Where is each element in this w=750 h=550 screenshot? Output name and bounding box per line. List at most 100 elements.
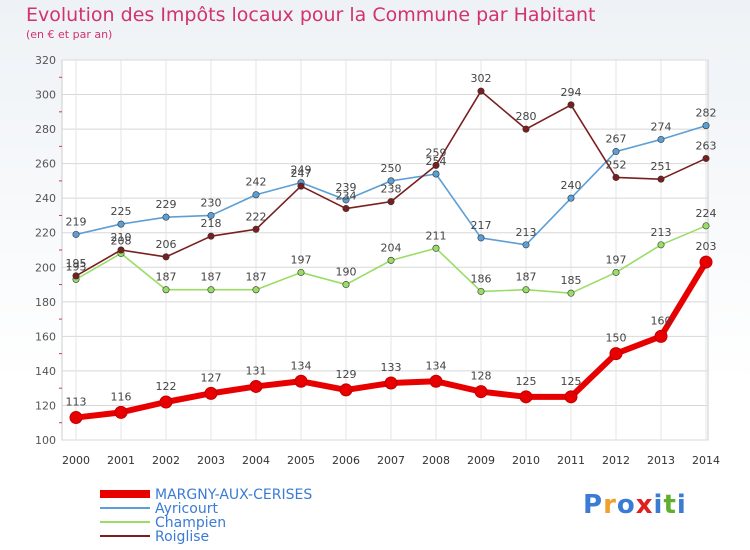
data-point (654, 329, 668, 343)
data-label: 219 (66, 215, 87, 228)
data-point (657, 175, 665, 183)
legend-label: MARGNY-AUX-CERISES (155, 487, 312, 503)
data-point (342, 205, 350, 213)
data-label: 274 (651, 120, 672, 133)
data-label: 252 (606, 158, 627, 171)
data-label: 190 (336, 266, 357, 279)
chart-title: Evolution des Impôts locaux pour la Comm… (26, 4, 596, 26)
data-point (429, 374, 443, 388)
data-label: 197 (606, 253, 627, 266)
y-tick-label: 100 (35, 434, 56, 447)
x-tick-label: 2001 (107, 454, 135, 467)
data-label: 282 (696, 107, 717, 120)
data-label: 302 (471, 72, 492, 85)
x-tick-label: 2012 (602, 454, 630, 467)
data-label: 254 (426, 155, 447, 168)
data-point (387, 256, 395, 264)
x-tick-label: 2007 (377, 454, 405, 467)
data-label: 125 (561, 375, 582, 388)
data-point (252, 286, 260, 294)
data-label: 229 (156, 198, 177, 211)
data-label: 217 (471, 219, 492, 232)
data-point (657, 241, 665, 249)
data-label: 218 (201, 217, 222, 230)
x-tick-label: 2008 (422, 454, 450, 467)
x-tick-label: 2013 (647, 454, 675, 467)
data-label: 113 (66, 396, 87, 409)
data-label: 267 (606, 133, 627, 146)
data-label: 225 (111, 205, 132, 218)
data-point (474, 385, 488, 399)
data-label: 125 (516, 375, 537, 388)
data-label: 238 (381, 183, 402, 196)
data-point (72, 272, 80, 280)
x-tick-label: 2010 (512, 454, 540, 467)
y-tick-label: 260 (35, 158, 56, 171)
data-point (342, 196, 350, 204)
legend-label: Roiglise (155, 529, 209, 545)
data-label: 128 (471, 370, 492, 383)
brand-letter: t (663, 490, 677, 520)
data-point (609, 347, 623, 361)
data-point (72, 230, 80, 238)
data-point (342, 281, 350, 289)
data-point (297, 268, 305, 276)
data-label: 134 (426, 359, 447, 372)
data-label: 294 (561, 86, 582, 99)
data-label: 208 (111, 234, 132, 247)
data-label: 206 (156, 238, 177, 251)
data-label: 240 (561, 179, 582, 192)
data-label: 187 (516, 271, 537, 284)
data-point (207, 286, 215, 294)
data-label: 213 (516, 226, 537, 239)
data-point (567, 101, 575, 109)
data-point (117, 220, 125, 228)
data-point (477, 87, 485, 95)
y-tick-label: 200 (35, 261, 56, 274)
legend-label: Ayricourt (155, 501, 218, 517)
x-tick-label: 2009 (467, 454, 495, 467)
data-label: 116 (111, 390, 132, 403)
data-label: 210 (111, 231, 132, 244)
data-point (432, 161, 440, 169)
data-point (702, 154, 710, 162)
data-point (567, 289, 575, 297)
data-point (204, 386, 218, 400)
data-point (162, 286, 170, 294)
data-point (252, 225, 260, 233)
data-point (207, 211, 215, 219)
chart-subtitle: (en € et par an) (26, 28, 113, 41)
y-tick-label: 160 (35, 330, 56, 343)
x-tick-label: 2005 (287, 454, 315, 467)
data-point (387, 198, 395, 206)
data-label: 187 (156, 271, 177, 284)
legend-label: Champien (155, 515, 226, 531)
data-label: 222 (246, 210, 267, 223)
data-label: 160 (651, 314, 672, 327)
data-label: 213 (651, 226, 672, 239)
data-label: 250 (381, 162, 402, 175)
x-tick-label: 2000 (62, 454, 90, 467)
data-label: 247 (291, 167, 312, 180)
data-point (522, 241, 530, 249)
x-tick-label: 2011 (557, 454, 585, 467)
data-point (159, 395, 173, 409)
y-tick-label: 140 (35, 365, 56, 378)
data-point (432, 170, 440, 178)
y-tick-label: 320 (35, 54, 56, 67)
data-label: 204 (381, 241, 402, 254)
brand-letter: o (616, 490, 636, 520)
x-tick-label: 2014 (692, 454, 720, 467)
brand-logo: Proxiti (583, 490, 687, 520)
data-point (387, 177, 395, 185)
data-label: 249 (291, 164, 312, 177)
brand-letter: i (653, 490, 664, 520)
data-label: 203 (696, 240, 717, 253)
y-tick-label: 180 (35, 296, 56, 309)
data-point (612, 148, 620, 156)
data-point (567, 194, 575, 202)
data-point (522, 286, 530, 294)
y-tick-label: 300 (35, 89, 56, 102)
